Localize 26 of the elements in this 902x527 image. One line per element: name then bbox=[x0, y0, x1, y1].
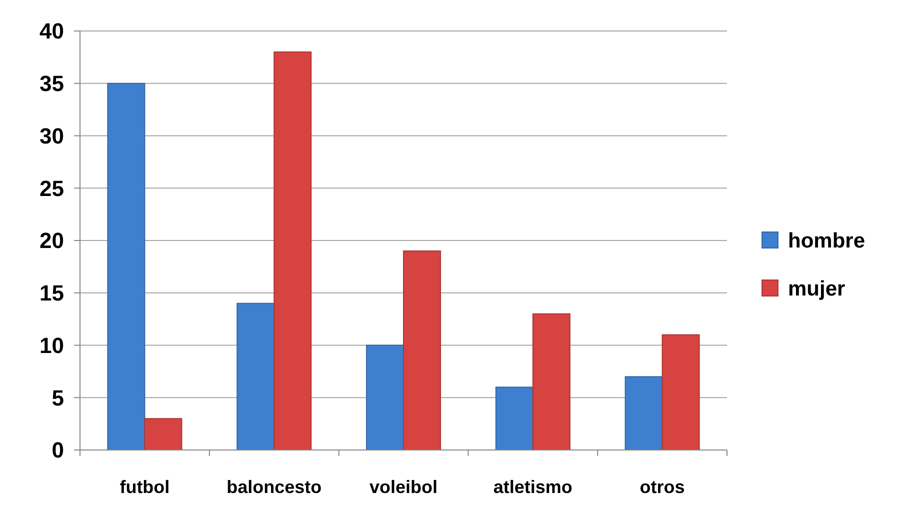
y-tick-label: 25 bbox=[40, 176, 64, 201]
x-tick-label: voleibol bbox=[369, 477, 438, 497]
bar bbox=[532, 313, 570, 450]
bar bbox=[144, 418, 182, 450]
x-tick-label: otros bbox=[640, 477, 685, 497]
bar bbox=[403, 250, 441, 450]
x-tick-label: baloncesto bbox=[226, 477, 322, 497]
bar bbox=[624, 376, 663, 450]
legend-label: mujer bbox=[788, 277, 846, 300]
bar bbox=[366, 344, 404, 450]
bar bbox=[274, 51, 312, 450]
bar bbox=[495, 386, 534, 450]
y-tick-label: 20 bbox=[40, 228, 64, 254]
y-tick-label: 35 bbox=[40, 71, 64, 96]
y-tick-label: 15 bbox=[40, 280, 64, 306]
legend-label: hombre bbox=[788, 229, 866, 252]
y-tick-label: 0 bbox=[52, 438, 64, 463]
x-tick-label: atletismo bbox=[493, 477, 572, 497]
y-tick-label: 40 bbox=[40, 18, 64, 44]
bar bbox=[107, 82, 146, 450]
bar bbox=[662, 334, 700, 450]
x-tick-label: futbol bbox=[120, 477, 170, 497]
y-tick-label: 10 bbox=[40, 332, 64, 358]
bar bbox=[236, 302, 275, 450]
y-tick-label: 30 bbox=[40, 123, 64, 148]
y-tick-label: 5 bbox=[52, 385, 64, 410]
